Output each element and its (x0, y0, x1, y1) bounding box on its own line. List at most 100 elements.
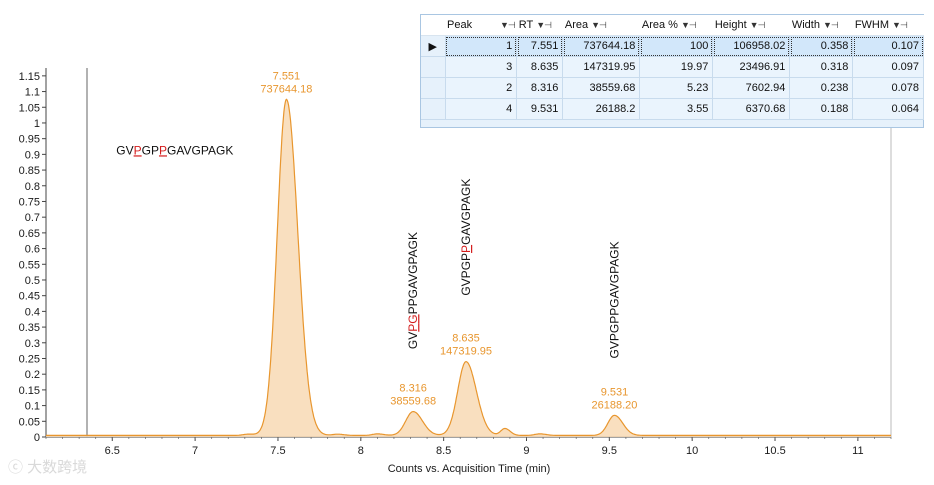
x-tick-label: 6.5 (105, 445, 120, 457)
table-row[interactable]: 4 9.531 26188.2 3.55 6370.68 0.188 0.064 (421, 98, 924, 120)
row-selector[interactable] (421, 56, 446, 78)
peak-rt-label: 9.531 (601, 386, 629, 398)
cell-area-pct[interactable]: 19.97 (639, 56, 714, 78)
residue: G (607, 324, 621, 333)
residue: G (216, 143, 225, 157)
trace-fill-area (46, 99, 891, 438)
col-header-filter-peak[interactable]: ▼⊣ (495, 15, 517, 36)
y-tick-label: 0.35 (19, 322, 40, 334)
table-row[interactable]: 2 8.316 38559.68 5.23 7602.94 0.238 0.07… (421, 77, 924, 99)
y-tick-label: 1.1 (25, 87, 40, 99)
cell-rt[interactable]: 8.316 (516, 77, 564, 99)
cell-peak[interactable]: 3 (445, 56, 518, 78)
cell-area-pct[interactable]: 100 (639, 35, 714, 57)
filter-pin-icon[interactable]: ▼⊣ (822, 20, 839, 30)
filter-pin-icon[interactable]: ▼⊣ (536, 20, 552, 30)
col-header-width[interactable]: Width ▼⊣ (789, 15, 853, 36)
residue: A (406, 249, 420, 257)
y-tick-label: 0.8 (25, 181, 40, 193)
residue: A (459, 196, 473, 204)
residue: K (406, 232, 420, 240)
y-tick-label: 0.95 (19, 134, 40, 146)
cell-fwhm[interactable]: 0.064 (852, 98, 924, 120)
cell-width[interactable]: 0.358 (789, 35, 854, 57)
cell-peak[interactable]: 4 (445, 98, 518, 120)
col-area-label: Area (564, 19, 589, 31)
cell-fwhm[interactable]: 0.107 (852, 35, 924, 57)
row-selector[interactable] (421, 98, 446, 120)
y-tick-label: 0.1 (25, 401, 40, 413)
x-tick-label: 8.5 (436, 445, 451, 457)
y-tick-label: 0.15 (19, 385, 40, 397)
cell-rt[interactable]: 9.531 (516, 98, 564, 120)
y-axis: 0 0.05 0.1 0.15 0.2 0.25 0.3 0.35 0.4 0.45 0.5 0.55… (19, 71, 46, 444)
residue: A (406, 281, 420, 289)
residue: G (459, 211, 473, 220)
y-tick-label: 0.45 (19, 291, 40, 303)
x-tick-label: 10 (686, 445, 698, 457)
col-header-area-pct[interactable]: Area % ▼⊣ (639, 15, 713, 36)
filter-pin-icon[interactable]: ▼⊣ (500, 20, 516, 30)
cell-width[interactable]: 0.318 (789, 56, 854, 78)
filter-pin-icon[interactable]: ▼⊣ (680, 20, 697, 30)
cell-rt[interactable]: 8.635 (516, 56, 564, 78)
x-tick-label: 7.5 (270, 445, 285, 457)
col-header-rt[interactable]: RT ▼⊣ (516, 15, 563, 36)
residue: K (607, 241, 621, 249)
filter-pin-icon[interactable]: ▼⊣ (591, 20, 607, 30)
residue: G (607, 274, 621, 283)
peptide-sequence-label: GVPGPPGAVGPAGK (459, 179, 473, 296)
row-selector-header (421, 15, 445, 36)
filter-pin-icon[interactable]: ▼⊣ (892, 20, 908, 30)
col-header-peak[interactable]: Peak (445, 15, 495, 36)
cell-area[interactable]: 26188.2 (562, 98, 641, 120)
cell-area-pct[interactable]: 5.23 (639, 77, 714, 99)
residue: A (607, 290, 621, 298)
col-header-height[interactable]: Height ▼⊣ (712, 15, 790, 36)
y-tick-label: 0.65 (19, 228, 40, 240)
cell-height[interactable]: 7602.94 (712, 77, 791, 99)
cell-area[interactable]: 737644.18 (562, 35, 641, 57)
cell-fwhm[interactable]: 0.097 (852, 56, 924, 78)
residue: A (176, 143, 184, 157)
cell-area[interactable]: 147319.95 (562, 56, 641, 78)
residue: V (459, 220, 473, 228)
x-tick-label: 9.5 (602, 445, 617, 457)
row-selector[interactable] (421, 77, 446, 99)
cell-area-pct[interactable]: 3.55 (639, 98, 714, 120)
residue: P (459, 203, 473, 211)
peak-area-label: 38559.68 (390, 396, 436, 408)
residue: P (201, 143, 209, 157)
residue: G (406, 264, 420, 273)
cell-width[interactable]: 0.188 (789, 98, 854, 120)
cell-peak[interactable]: 2 (445, 77, 518, 99)
peak-table-grid: Peak ▼⊣ RT ▼⊣ Area ▼⊣ Area % ▼⊣ Height ▼⊣ Wi… (421, 15, 924, 120)
peptide-sequence-label: GVPGPPGAVGPAGK (607, 241, 621, 358)
cell-width[interactable]: 0.238 (789, 77, 854, 99)
filter-pin-icon[interactable]: ▼⊣ (749, 20, 766, 30)
y-tick-label: 1.05 (19, 102, 40, 114)
table-row[interactable]: 3 8.635 147319.95 19.97 23496.91 0.318 0… (421, 56, 924, 78)
y-tick-label: 0.3 (25, 338, 40, 350)
table-row[interactable]: ▶ 1 7.551 737644.18 100 106958.02 0.358 … (421, 35, 924, 57)
peak-area-label: 147319.95 (440, 346, 492, 358)
cell-height[interactable]: 6370.68 (712, 98, 791, 120)
cell-peak[interactable]: 1 (445, 35, 518, 57)
residue: G (191, 143, 200, 157)
peak-rt-label: 7.551 (273, 70, 301, 82)
col-header-area[interactable]: Area ▼⊣ (562, 15, 640, 36)
cell-area[interactable]: 38559.68 (562, 77, 641, 99)
cell-rt[interactable]: 7.551 (516, 35, 564, 57)
cell-fwhm[interactable]: 0.078 (852, 77, 924, 99)
col-header-fwhm[interactable]: FWHM ▼⊣ (852, 15, 924, 36)
peak-area-label: 737644.18 (260, 83, 312, 95)
row-pointer-icon[interactable]: ▶ (421, 35, 446, 57)
residue: P (607, 333, 621, 341)
modified-residue: P (134, 143, 142, 157)
peak-table[interactable]: Peak ▼⊣ RT ▼⊣ Area ▼⊣ Area % ▼⊣ Height ▼⊣ Wi… (420, 14, 924, 128)
cell-height[interactable]: 106958.02 (712, 35, 791, 57)
residue: P (607, 266, 621, 274)
y-tick-label: 1 (34, 118, 40, 130)
residue: V (126, 143, 134, 157)
cell-height[interactable]: 23496.91 (712, 56, 791, 78)
